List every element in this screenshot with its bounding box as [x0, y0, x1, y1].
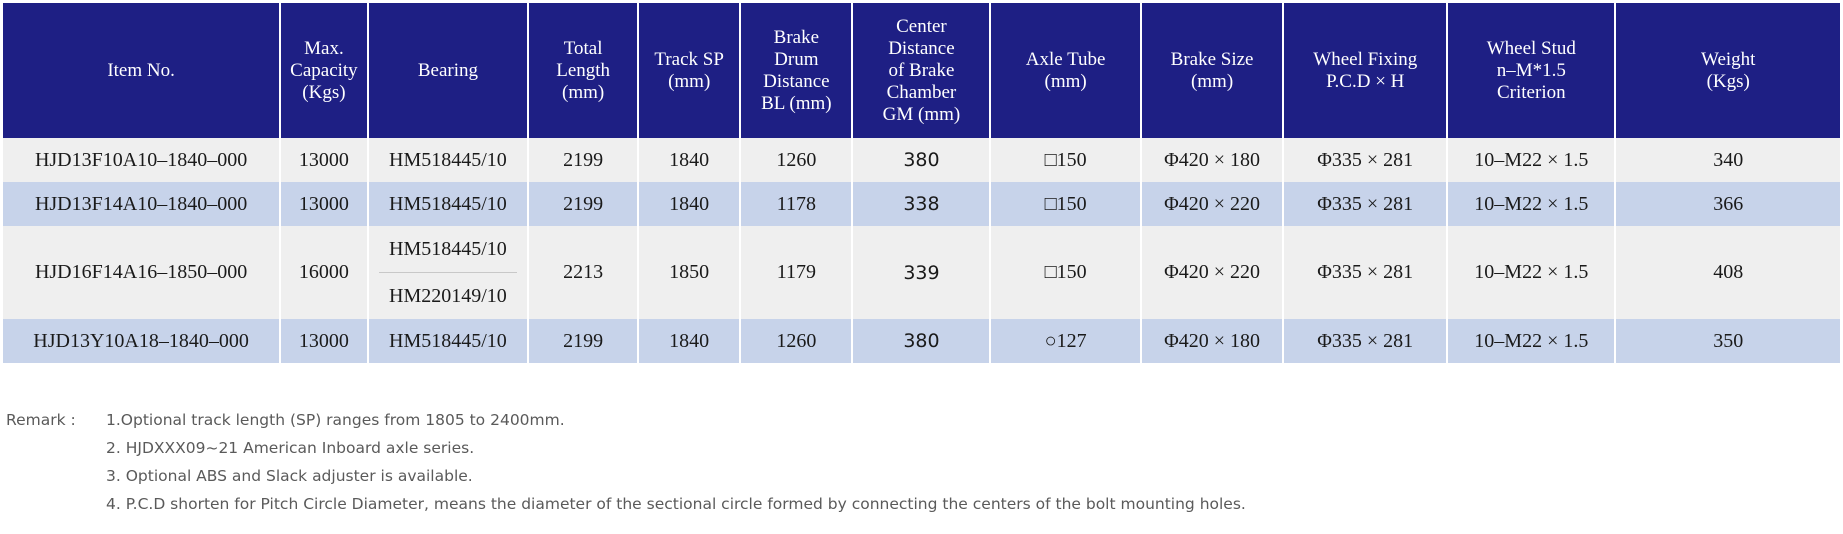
cell-wheel-stud: 10–M22 × 1.5	[1446, 182, 1616, 226]
header-center-distance: Center Distance of Brake Chamber GM (mm)	[851, 3, 991, 138]
remark-text: 4. P.C.D shorten for Pitch Circle Diamet…	[106, 495, 1246, 513]
remark-line: 4. P.C.D shorten for Pitch Circle Diamet…	[6, 490, 1246, 518]
cell-brake-drum-distance: 1179	[739, 226, 853, 319]
cell-brake-size: Φ420 × 180	[1139, 138, 1284, 182]
cell-bearing-split: HM518445/10 HM220149/10	[366, 226, 529, 319]
spec-table: Item No. Max. Capacity (Kgs) Bearing Tot…	[3, 3, 1840, 363]
cell-item-no: HJD13F14A10–1840–000	[3, 182, 281, 226]
header-bearing: Bearing	[366, 3, 529, 138]
cell-wheel-stud: 10–M22 × 1.5	[1446, 319, 1616, 363]
cell-center-distance: 338	[851, 182, 991, 226]
cell-wheel-fixing: Φ335 × 281	[1282, 226, 1448, 319]
cell-weight: 366	[1614, 182, 1840, 226]
remark-text: 3. Optional ABS and Slack adjuster is av…	[106, 467, 473, 485]
cell-track-sp: 1840	[637, 182, 741, 226]
header-max-capacity: Max. Capacity (Kgs)	[279, 3, 368, 138]
cell-wheel-stud: 10–M22 × 1.5	[1446, 138, 1616, 182]
cell-bearing: HM518445/10	[366, 182, 529, 226]
cell-brake-drum-distance: 1260	[739, 319, 853, 363]
table-row: HJD13F14A10–1840–000 13000 HM518445/10 2…	[3, 182, 1840, 226]
cell-track-sp: 1850	[637, 226, 741, 319]
cell-axle-tube: □150	[989, 226, 1141, 319]
remark-line: 2. HJDXXX09~21 American Inboard axle ser…	[6, 434, 1246, 462]
cell-total-length: 2213	[527, 226, 639, 319]
cell-weight: 340	[1614, 138, 1840, 182]
header-wheel-stud: Wheel Stud n–M*1.5 Criterion	[1446, 3, 1616, 138]
table-row: HJD13F10A10–1840–000 13000 HM518445/10 2…	[3, 138, 1840, 182]
cell-capacity: 13000	[279, 182, 368, 226]
remarks-block: Remark : 1.Optional track length (SP) ran…	[6, 406, 1246, 518]
table-row: HJD16F14A16–1850–000 16000 HM518445/10 H…	[3, 226, 1840, 319]
cell-brake-drum-distance: 1260	[739, 138, 853, 182]
cell-weight: 350	[1614, 319, 1840, 363]
remark-line: Remark : 1.Optional track length (SP) ran…	[6, 406, 1246, 434]
cell-brake-size: Φ420 × 180	[1139, 319, 1284, 363]
header-total-length: Total Length (mm)	[527, 3, 639, 138]
cell-wheel-fixing: Φ335 × 281	[1282, 138, 1448, 182]
cell-capacity: 16000	[279, 226, 368, 319]
cell-wheel-fixing: Φ335 × 281	[1282, 319, 1448, 363]
header-wheel-fixing: Wheel Fixing P.C.D × H	[1282, 3, 1448, 138]
cell-brake-size: Φ420 × 220	[1139, 226, 1284, 319]
header-brake-drum-distance: Brake Drum Distance BL (mm)	[739, 3, 853, 138]
cell-track-sp: 1840	[637, 319, 741, 363]
cell-bearing: HM518445/10	[366, 138, 529, 182]
cell-axle-tube: □150	[989, 138, 1141, 182]
cell-center-distance: 339	[851, 226, 991, 319]
cell-axle-tube: □150	[989, 182, 1141, 226]
cell-brake-drum-distance: 1178	[739, 182, 853, 226]
header-axle-tube: Axle Tube (mm)	[989, 3, 1141, 138]
cell-track-sp: 1840	[637, 138, 741, 182]
cell-axle-tube: ○127	[989, 319, 1141, 363]
cell-total-length: 2199	[527, 319, 639, 363]
header-brake-size: Brake Size (mm)	[1139, 3, 1284, 138]
cell-bearing-primary: HM518445/10	[378, 226, 518, 273]
header-item-no: Item No.	[3, 3, 281, 138]
cell-brake-size: Φ420 × 220	[1139, 182, 1284, 226]
cell-item-no: HJD13F10A10–1840–000	[3, 138, 281, 182]
cell-capacity: 13000	[279, 319, 368, 363]
cell-wheel-stud: 10–M22 × 1.5	[1446, 226, 1616, 319]
cell-capacity: 13000	[279, 138, 368, 182]
header-track-sp: Track SP (mm)	[637, 3, 741, 138]
cell-bearing: HM518445/10	[366, 319, 529, 363]
cell-bearing-secondary: HM220149/10	[389, 285, 507, 307]
cell-center-distance: 380	[851, 319, 991, 363]
remark-line: 3. Optional ABS and Slack adjuster is av…	[6, 462, 1246, 490]
cell-total-length: 2199	[527, 138, 639, 182]
cell-center-distance: 380	[851, 138, 991, 182]
header-weight: Weight (Kgs)	[1614, 3, 1840, 138]
cell-weight: 408	[1614, 226, 1840, 319]
cell-item-no: HJD13Y10A18–1840–000	[3, 319, 281, 363]
cell-total-length: 2199	[527, 182, 639, 226]
remark-text: 1.Optional track length (SP) ranges from…	[106, 411, 565, 429]
remark-text: 2. HJDXXX09~21 American Inboard axle ser…	[106, 439, 475, 457]
cell-wheel-fixing: Φ335 × 281	[1282, 182, 1448, 226]
cell-item-no: HJD16F14A16–1850–000	[3, 226, 281, 319]
table-row: HJD13Y10A18–1840–000 13000 HM518445/10 2…	[3, 319, 1840, 363]
header-row: Item No. Max. Capacity (Kgs) Bearing Tot…	[3, 3, 1840, 138]
remarks-label: Remark :	[6, 411, 76, 429]
